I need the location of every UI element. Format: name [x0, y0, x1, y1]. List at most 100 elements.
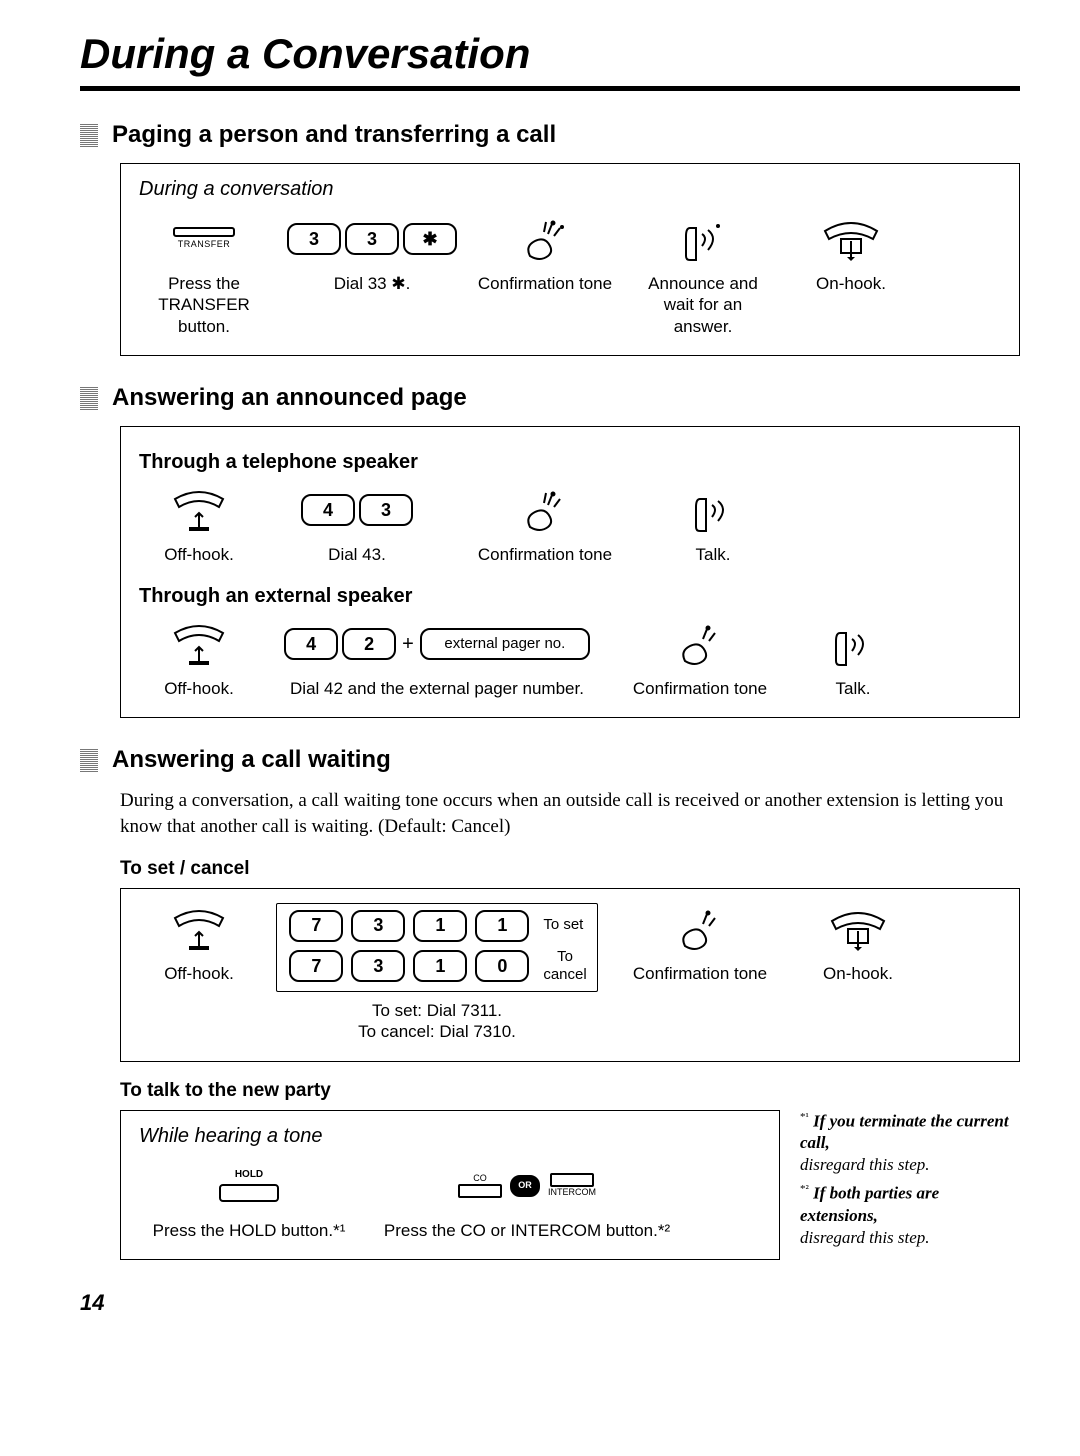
- transfer-button-icon: TRANSFER: [173, 213, 235, 265]
- ans-b-step1-caption: Off-hook.: [164, 678, 234, 699]
- page-title: During a Conversation: [80, 30, 1020, 78]
- tone-icon: [675, 618, 725, 670]
- ans-a-step2-caption: Dial 43.: [328, 544, 386, 565]
- ans-a-step1-caption: Off-hook.: [164, 544, 234, 565]
- transfer-label: TRANSFER: [178, 239, 231, 250]
- footnote2-rest: disregard this step.: [800, 1228, 930, 1247]
- speaker-person-icon: [678, 213, 728, 265]
- talk-new-party-heading: To talk to the new party: [120, 1080, 1020, 1102]
- ans-a-tone: Confirmation tone: [455, 484, 635, 565]
- paging-step5-caption: On-hook.: [816, 273, 886, 294]
- talk-context: While hearing a tone: [139, 1125, 761, 1148]
- onhook-icon: [819, 213, 883, 265]
- key-3a: 3: [287, 223, 341, 255]
- footnote1-rest: disregard this step.: [800, 1155, 930, 1174]
- key-4: 4: [301, 494, 355, 526]
- paging-step-tone: Confirmation tone: [475, 213, 615, 294]
- set-step2b-caption: To cancel: Dial 7310.: [358, 1021, 516, 1042]
- section-paging-title: Paging a person and transferring a call: [112, 121, 556, 149]
- paging-step3-caption: Confirmation tone: [478, 273, 612, 294]
- set-tone: Confirmation tone: [615, 903, 785, 984]
- paging-step1-caption: Press the TRANSFER button.: [139, 273, 269, 337]
- section-paging-heading: Paging a person and transferring a call: [80, 121, 1020, 149]
- paging-step-onhook: On-hook.: [791, 213, 911, 294]
- set-onhook: On-hook.: [803, 903, 913, 984]
- footnote1-bold: If you terminate the current call,: [800, 1111, 1009, 1152]
- ans-b-talk: Talk.: [803, 618, 903, 699]
- ans-a-dial: 4 3 Dial 43.: [277, 484, 437, 565]
- key-1b: 1: [475, 910, 529, 942]
- paging-context: During a conversation: [139, 178, 1001, 201]
- to-set-label: To set: [543, 916, 583, 935]
- key-4: 4: [284, 628, 338, 660]
- through-telephone-heading: Through a telephone speaker: [139, 451, 1001, 474]
- key-3b: 3: [345, 223, 399, 255]
- co-label: CO: [473, 1173, 487, 1184]
- bullet-icon: [80, 748, 98, 772]
- bullet-icon: [80, 123, 98, 147]
- section-answering-page-title: Answering an announced page: [112, 384, 467, 412]
- ans-b-dial: 4 2 + external pager no. Dial 42 and the…: [277, 618, 597, 699]
- talk-icon: [688, 484, 738, 536]
- set-step1-caption: Off-hook.: [164, 963, 234, 984]
- key-pager-no: external pager no.: [420, 628, 590, 660]
- key-0: 0: [475, 950, 529, 982]
- section-answering-page-heading: Answering an announced page: [80, 384, 1020, 412]
- set-step2a-caption: To set: Dial 7311.: [358, 1000, 516, 1021]
- set-step4-caption: On-hook.: [823, 963, 893, 984]
- footnote1-sup: *¹: [800, 1111, 809, 1123]
- footnote2-bold: If both parties are extensions,: [800, 1184, 939, 1225]
- section-call-waiting-title: Answering a call waiting: [112, 746, 391, 774]
- key-star: ✱: [403, 223, 457, 255]
- offhook-icon: [169, 618, 229, 670]
- ans-b-tone: Confirmation tone: [615, 618, 785, 699]
- footnote2-sup: *²: [800, 1183, 809, 1195]
- key-1: 1: [413, 950, 467, 982]
- section-call-waiting-heading: Answering a call waiting: [80, 746, 1020, 774]
- tone-icon: [675, 903, 725, 955]
- hold-button-icon: HOLD: [219, 1160, 279, 1212]
- key-3: 3: [359, 494, 413, 526]
- talk-hold: HOLD Press the HOLD button.*¹: [139, 1160, 359, 1241]
- offhook-icon: [169, 903, 229, 955]
- ans-a-talk: Talk.: [653, 484, 773, 565]
- key-7: 7: [289, 910, 343, 942]
- paging-procedure-box: During a conversation TRANSFER Press the…: [120, 163, 1020, 356]
- paging-step2-caption: Dial 33 ✱.: [334, 273, 411, 294]
- dial-7311-line: 7 3 1 1 To set: [287, 910, 583, 942]
- ans-b-step4-caption: Talk.: [836, 678, 871, 699]
- ans-a-step3-caption: Confirmation tone: [478, 544, 612, 565]
- key-7: 7: [289, 950, 343, 982]
- talk-new-party-box: While hearing a tone HOLD Press the HOLD…: [120, 1110, 780, 1260]
- title-rule: [80, 86, 1020, 91]
- answering-page-box: Through a telephone speaker Off-hook. 4 …: [120, 426, 1020, 719]
- ans-a-step4-caption: Talk.: [696, 544, 731, 565]
- paging-step-dial: 3 3 ✱ Dial 33 ✱.: [287, 213, 457, 294]
- talk-step1-caption: Press the HOLD button.*¹: [153, 1220, 346, 1241]
- set-step3-caption: Confirmation tone: [633, 963, 767, 984]
- set-dial: 7 3 1 1 To set 7 3 1 0 To cancel: [277, 903, 597, 1043]
- intercom-label: INTERCOM: [548, 1187, 596, 1198]
- dial-43-icon: 4 3: [299, 484, 415, 536]
- hold-label: HOLD: [235, 1169, 263, 1182]
- key-1a: 1: [413, 910, 467, 942]
- paging-step4-caption: Announce and wait for an answer.: [633, 273, 773, 337]
- dial-keys-icon: 3 3 ✱: [285, 213, 459, 265]
- key-3: 3: [351, 950, 405, 982]
- paging-step-announce: Announce and wait for an answer.: [633, 213, 773, 337]
- or-icon: OR: [510, 1175, 540, 1197]
- plus-icon: +: [402, 632, 414, 657]
- tone-icon: [520, 213, 570, 265]
- talk-co-intercom: CO OR INTERCOM Press the CO or INTERCOM …: [377, 1160, 677, 1241]
- paging-step-transfer: TRANSFER Press the TRANSFER button.: [139, 213, 269, 337]
- ans-b-step3-caption: Confirmation tone: [633, 678, 767, 699]
- set-cancel-box: Off-hook. 7 3 1 1 To set 7 3: [120, 888, 1020, 1062]
- talk-icon: [828, 618, 878, 670]
- call-waiting-body: During a conversation, a call waiting to…: [120, 788, 1020, 839]
- footnotes: *¹ If you terminate the current call, di…: [800, 1110, 1020, 1256]
- page-number: 14: [80, 1290, 1020, 1316]
- ans-b-offhook: Off-hook.: [139, 618, 259, 699]
- set-offhook: Off-hook.: [139, 903, 259, 984]
- onhook-icon: [826, 903, 890, 955]
- ans-b-step2-caption: Dial 42 and the external pager number.: [290, 678, 584, 699]
